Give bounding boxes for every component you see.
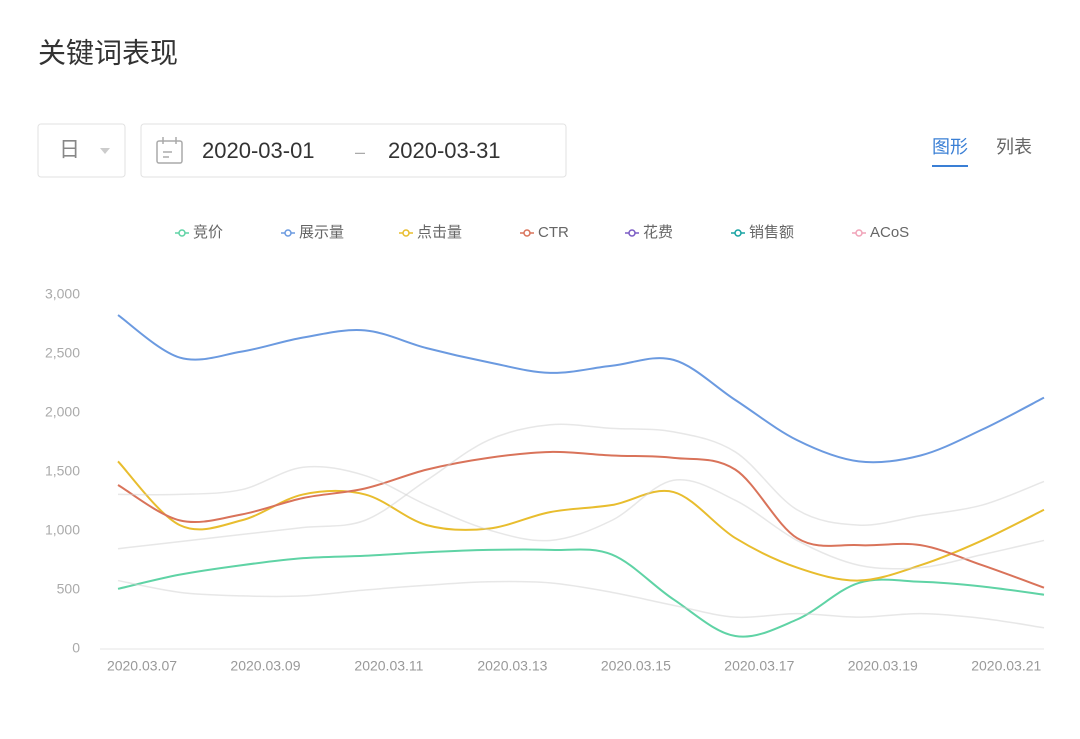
x-tick-label: 2020.03.15 — [601, 658, 671, 674]
legend-swatch — [523, 229, 531, 237]
legend-swatch — [628, 229, 636, 237]
y-tick-label: 1,500 — [45, 463, 80, 479]
legend-label: 销售额 — [749, 224, 794, 241]
period-label: 日 — [59, 139, 80, 162]
legend-swatch — [734, 229, 742, 237]
x-tick-label: 2020.03.07 — [107, 658, 177, 674]
period-select[interactable] — [37, 123, 126, 178]
date-range[interactable] — [140, 123, 567, 178]
series-line — [117, 460, 1045, 582]
y-tick-label: 2,000 — [45, 404, 80, 420]
legend-label: 展示量 — [299, 224, 344, 241]
y-tick-label: 2,500 — [45, 345, 80, 361]
series-line — [117, 548, 1045, 638]
date-sep: – — [355, 142, 365, 162]
legend-swatch — [284, 229, 292, 237]
legend-swatch — [402, 229, 410, 237]
legend-label: 点击量 — [417, 224, 462, 241]
x-tick-label: 2020.03.21 — [971, 658, 1041, 674]
x-tick-label: 2020.03.19 — [848, 658, 918, 674]
date-start: 2020-03-01 — [202, 138, 315, 163]
legend-swatch — [178, 229, 186, 237]
legend-label: 花费 — [643, 224, 673, 241]
legend-swatch — [855, 229, 863, 237]
series-line — [117, 314, 1045, 464]
legend-label: ACoS — [870, 224, 909, 241]
x-tick-label: 2020.03.17 — [724, 658, 794, 674]
y-tick-label: 500 — [57, 581, 81, 597]
title: 关键词表现 — [38, 37, 178, 68]
tab-active[interactable]: 图形 — [932, 137, 968, 157]
dropdown-arrow — [100, 148, 110, 154]
y-tick-label: 1,000 — [45, 522, 80, 538]
x-tick-label: 2020.03.13 — [477, 658, 547, 674]
y-tick-label: 3,000 — [45, 286, 80, 302]
legend-label: CTR — [538, 224, 569, 241]
series-line — [117, 423, 1045, 550]
series-line — [117, 579, 1045, 629]
calendar-icon — [156, 137, 183, 164]
y-tick-label: 0 — [72, 640, 80, 656]
date-end: 2020-03-31 — [388, 138, 501, 163]
series-line — [117, 465, 1045, 570]
x-tick-label: 2020.03.09 — [230, 658, 300, 674]
legend-label: 竞价 — [193, 223, 223, 241]
series-line — [117, 450, 1045, 589]
x-tick-label: 2020.03.11 — [354, 658, 423, 674]
tab[interactable]: 列表 — [996, 137, 1032, 157]
